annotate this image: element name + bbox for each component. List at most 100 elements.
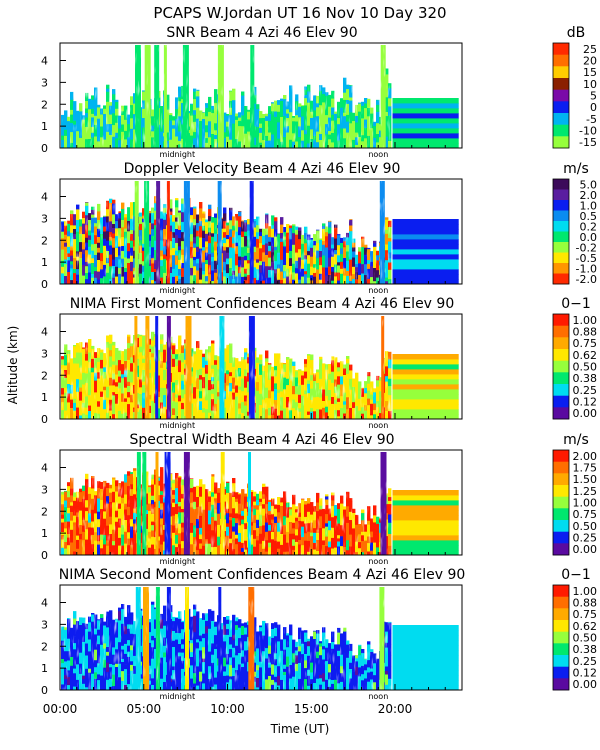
colorbar-swatch (553, 372, 569, 385)
panel-title: Doppler Velocity Beam 4 Azi 46 Elev 90 (124, 161, 401, 177)
y-tick-label: 3 (41, 483, 48, 496)
colorbar-label: 5 (590, 90, 597, 103)
colorbar-label: -0.2 (576, 241, 597, 254)
colorbar-label: 1.00 (573, 314, 598, 327)
y-tick-label: 0 (41, 549, 48, 562)
colorbar-label: 0.5 (580, 210, 598, 223)
y-tick-label: 4 (41, 462, 48, 475)
x-axis-label: Time (UT) (270, 722, 330, 736)
colorbar-label: 1.50 (573, 473, 598, 486)
midnight-marker: midnight (159, 557, 195, 566)
x-tick-label: 10:00 (210, 702, 245, 716)
colorbar-label: 0.50 (573, 632, 598, 645)
colorbar-label: 0.25 (573, 384, 598, 397)
colorbar-frame (552, 313, 570, 420)
noon-marker: noon (368, 421, 388, 430)
y-tick-label: 2 (41, 505, 48, 518)
noon-marker: noon (368, 692, 388, 701)
colorbar-swatch (553, 242, 569, 253)
panel-title: NIMA First Moment Confidences Beam 4 Azi… (70, 296, 454, 312)
colorbar-label: 1.75 (573, 462, 598, 475)
y-tick-label: 4 (41, 191, 48, 204)
y-tick-label: 0 (41, 684, 48, 697)
colorbar-label: 20 (583, 55, 597, 68)
colorbar-swatch (553, 66, 569, 79)
x-tick-label: 20:00 (378, 702, 413, 716)
x-axis: 00:00 05:00 10:00 15:00 20:00 (43, 702, 413, 716)
colorbar-swatch (553, 608, 569, 621)
panel-title: Spectral Width Beam 4 Azi 46 Elev 90 (129, 432, 394, 448)
colorbar-label: 0.75 (573, 608, 598, 621)
colorbar-label: -5 (586, 113, 597, 126)
colorbar-swatch (553, 473, 569, 486)
colorbar-label: 0.00 (573, 678, 598, 691)
colorbar-frame (552, 42, 570, 149)
colorbar-swatch (553, 620, 569, 632)
colorbar-swatch (553, 655, 569, 667)
colorbar-swatch (553, 210, 569, 222)
colorbar-swatch (553, 200, 569, 211)
y-tick-label: 0 (41, 413, 48, 426)
inset-profile (392, 354, 459, 420)
colorbar-label: 10 (583, 78, 597, 91)
colorbar-swatch (553, 384, 569, 396)
colorbar-frame (552, 449, 570, 556)
colorbar-label: 0.25 (573, 532, 598, 545)
y-tick-label: 1 (41, 256, 48, 269)
colorbar-swatch (553, 136, 569, 149)
colorbar-swatch (553, 231, 569, 243)
colorbar-swatch (553, 113, 569, 125)
colorbar-swatch (553, 179, 569, 190)
colorbar-label: -2.0 (576, 273, 597, 286)
colorbar-swatch (553, 596, 569, 609)
colorbar-swatch (553, 273, 569, 285)
colorbar-swatch (553, 496, 569, 509)
colorbar-label: 0.62 (573, 620, 598, 633)
colorbar-unit: 0−1 (561, 567, 591, 583)
colorbar-label: 0.00 (573, 543, 598, 556)
colorbar: 1.000.880.750.620.500.380.250.120.00 (552, 313, 598, 420)
colorbar-swatch (553, 124, 569, 137)
colorbar-swatch (553, 349, 569, 361)
colorbar-label: 15 (583, 66, 597, 79)
colorbar-swatch (553, 485, 569, 497)
y-tick-label: 1 (41, 527, 48, 540)
colorbar-swatch (553, 543, 569, 556)
colorbar-label: 25 (583, 43, 597, 56)
colorbar-label: 0.50 (573, 361, 598, 374)
colorbar-unit: m/s (563, 161, 589, 177)
y-tick-label: 2 (41, 640, 48, 653)
y-tick-label: 1 (41, 662, 48, 675)
y-tick-label: 3 (41, 347, 48, 360)
colorbar-label: -1.0 (576, 262, 597, 275)
colorbar-label: 1.00 (573, 585, 598, 598)
colorbar-label: 0.0 (580, 231, 598, 244)
inset-profile (392, 625, 459, 691)
x-tick-label: 00:00 (43, 702, 78, 716)
colorbar-label: 1.25 (573, 485, 598, 498)
y-tick-label: 0 (41, 142, 48, 155)
colorbar-swatch (553, 678, 569, 691)
colorbar-swatch (553, 325, 569, 338)
colorbar: 1.000.880.750.620.500.380.250.120.00 (552, 584, 598, 691)
colorbar-swatch (553, 450, 569, 462)
colorbar-swatch (553, 407, 569, 420)
colorbar-swatch (553, 585, 569, 597)
colorbar-label: 0.12 (573, 396, 598, 409)
y-tick-label: 4 (41, 55, 48, 68)
y-tick-label: 4 (41, 597, 48, 610)
panel-5: NIMA Second Moment Confidences Beam 4 Az… (41, 567, 597, 701)
data-field (61, 45, 392, 149)
colorbar-label: 0.12 (573, 667, 598, 680)
colorbar-label: 0 (590, 101, 597, 114)
colorbar-swatch (553, 337, 569, 350)
colorbar-swatch (553, 531, 569, 544)
colorbar-label: 1.00 (573, 497, 598, 510)
colorbar-label: 0.38 (573, 643, 598, 656)
colorbar-swatch (553, 43, 569, 55)
colorbar-swatch (553, 54, 569, 67)
x-tick-label: 15:00 (294, 702, 329, 716)
y-tick-label: 3 (41, 76, 48, 89)
